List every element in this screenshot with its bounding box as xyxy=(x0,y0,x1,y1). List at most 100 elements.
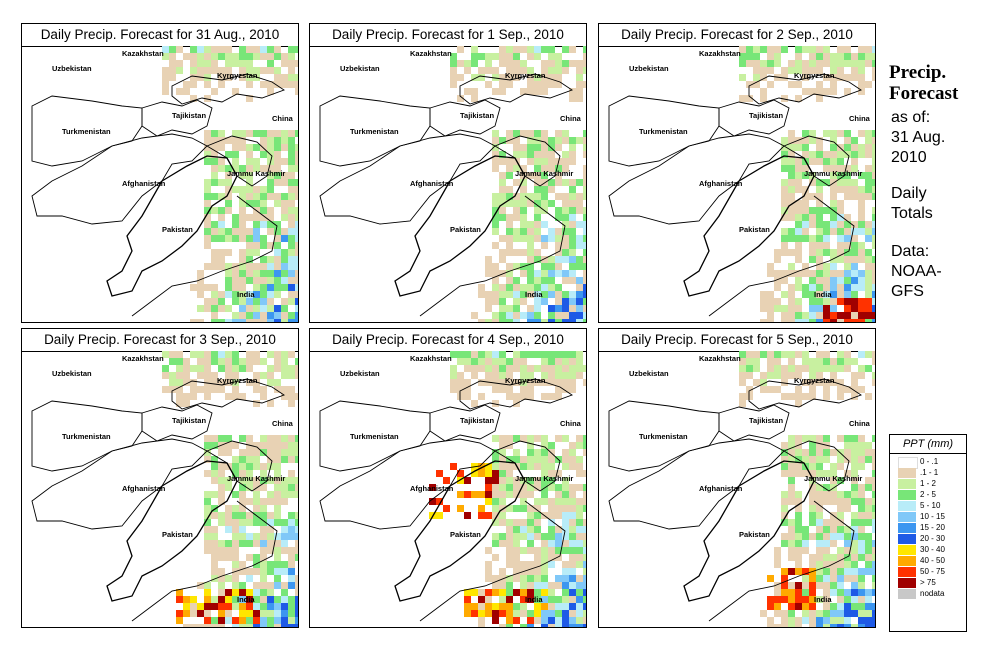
precip-cell xyxy=(548,81,555,88)
precip-cell xyxy=(858,228,865,235)
precip-cell xyxy=(816,568,823,575)
precip-cell xyxy=(506,582,513,589)
precip-cell xyxy=(499,305,506,312)
precip-cell xyxy=(499,158,506,165)
precip-cell xyxy=(253,568,260,575)
precip-cell xyxy=(837,221,844,228)
precip-cell xyxy=(267,186,274,193)
precip-cell xyxy=(225,505,232,512)
precip-cell xyxy=(492,505,499,512)
precip-cell xyxy=(576,284,583,291)
precip-cell xyxy=(506,386,513,393)
precip-cell xyxy=(225,484,232,491)
precip-cell xyxy=(872,165,875,172)
precip-cell xyxy=(781,235,788,242)
legend-label: 5 - 10 xyxy=(920,501,941,510)
precip-cell xyxy=(239,235,246,242)
precip-cell xyxy=(239,319,246,322)
precip-cell xyxy=(281,263,288,270)
precip-cell xyxy=(816,158,823,165)
precip-cell xyxy=(485,477,492,484)
precip-cell xyxy=(506,540,513,547)
precip-cell xyxy=(183,393,190,400)
precip-cell xyxy=(802,526,809,533)
precip-cell xyxy=(260,512,267,519)
precip-cell xyxy=(548,547,555,554)
precip-cell xyxy=(872,263,875,270)
precip-cell xyxy=(197,582,204,589)
precip-cell xyxy=(176,88,183,95)
sidebar-data-source: Data: NOAA- GFS xyxy=(891,242,942,302)
precip-cell xyxy=(865,498,872,505)
precip-cell xyxy=(520,477,527,484)
precip-cell xyxy=(837,365,844,372)
legend-label: .1 - 1 xyxy=(920,468,939,477)
precip-cell xyxy=(527,53,534,60)
precip-cell xyxy=(246,235,253,242)
precip-cell xyxy=(204,449,211,456)
precip-cell xyxy=(274,386,281,393)
precip-cell xyxy=(837,393,844,400)
precip-cell xyxy=(485,298,492,305)
precip-cell xyxy=(795,228,802,235)
precip-cell xyxy=(295,540,298,547)
precip-cell xyxy=(823,235,830,242)
precip-cell xyxy=(858,74,865,81)
precip-cell xyxy=(858,207,865,214)
precip-cell xyxy=(583,435,586,442)
precip-cell xyxy=(865,235,872,242)
map-label: Tajikistan xyxy=(749,111,783,120)
precip-cell xyxy=(795,351,802,358)
precip-cell xyxy=(809,249,816,256)
precip-cell xyxy=(830,88,837,95)
precip-cell xyxy=(246,305,253,312)
precip-cell xyxy=(260,193,267,200)
precip-cell xyxy=(232,235,239,242)
precip-cell xyxy=(576,235,583,242)
precip-cell xyxy=(802,137,809,144)
precip-cell xyxy=(288,456,295,463)
precip-cell xyxy=(274,519,281,526)
precip-cell xyxy=(802,46,809,53)
precip-cell xyxy=(218,256,225,263)
precip-cell xyxy=(865,589,872,596)
precip-cell xyxy=(281,540,288,547)
precip-cell xyxy=(816,95,823,102)
precip-cell xyxy=(576,624,583,627)
precip-cell xyxy=(816,319,823,322)
precip-cell xyxy=(246,449,253,456)
precip-cell xyxy=(197,270,204,277)
precip-cell xyxy=(562,200,569,207)
precip-cell xyxy=(211,463,218,470)
legend-item: 30 - 40 xyxy=(890,544,966,555)
precip-cell xyxy=(204,144,211,151)
precip-cell xyxy=(739,53,746,60)
precip-cell xyxy=(548,484,555,491)
precip-cell xyxy=(548,228,555,235)
precip-cell xyxy=(506,242,513,249)
precip-cell xyxy=(527,582,534,589)
precip-cell xyxy=(767,291,774,298)
precip-cell xyxy=(225,526,232,533)
precip-cell xyxy=(527,81,534,88)
precip-cell xyxy=(506,130,513,137)
precip-cell xyxy=(225,249,232,256)
precip-cell xyxy=(774,351,781,358)
precip-cell xyxy=(541,470,548,477)
precip-cell xyxy=(274,442,281,449)
precip-cell xyxy=(548,470,555,477)
precip-cell xyxy=(795,305,802,312)
precip-cell xyxy=(555,130,562,137)
precip-cell xyxy=(295,249,298,256)
precip-cell xyxy=(844,358,851,365)
precip-cell xyxy=(267,533,274,540)
precip-cell xyxy=(246,214,253,221)
precip-cell xyxy=(844,298,851,305)
precip-cell xyxy=(204,242,211,249)
precip-cell xyxy=(246,624,253,627)
precip-cell xyxy=(506,379,513,386)
precip-cell xyxy=(485,263,492,270)
precip-cell xyxy=(788,207,795,214)
precip-cell xyxy=(506,575,513,582)
precip-cell xyxy=(281,358,288,365)
